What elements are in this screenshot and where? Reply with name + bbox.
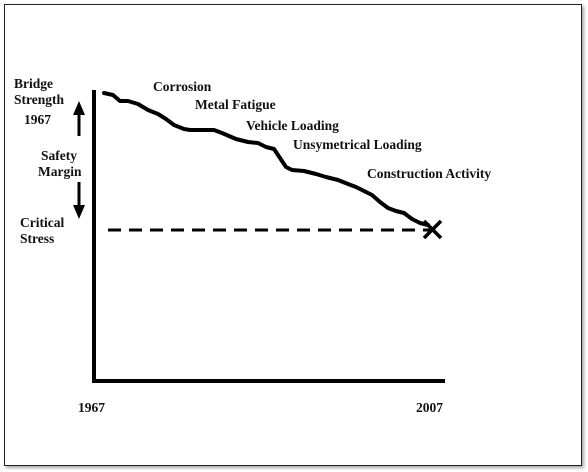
figure-frame <box>4 4 582 466</box>
label-year-1967-strength: 1967 <box>24 112 51 127</box>
factor-vehicle-loading: Vehicle Loading <box>246 118 339 133</box>
safety-margin-arrow <box>73 101 85 219</box>
label-safety: Safety <box>41 148 77 163</box>
x-label-start: 1967 <box>78 400 105 415</box>
label-margin: Margin <box>38 164 82 179</box>
label-critical: Critical <box>20 215 64 230</box>
label-strength: Strength <box>14 92 64 107</box>
factor-corrosion: Corrosion <box>153 79 212 94</box>
strength-curve <box>102 91 430 227</box>
factor-unsymetrical-loading: Unsymetrical Loading <box>293 137 422 152</box>
x-label-end: 2007 <box>416 400 443 415</box>
label-stress: Stress <box>20 231 54 246</box>
failure-x-mark <box>422 219 443 240</box>
factor-metal-fatigue: Metal Fatigue <box>195 97 276 112</box>
factor-construction-activity: Construction Activity <box>367 166 491 181</box>
label-bridge: Bridge <box>14 76 53 91</box>
